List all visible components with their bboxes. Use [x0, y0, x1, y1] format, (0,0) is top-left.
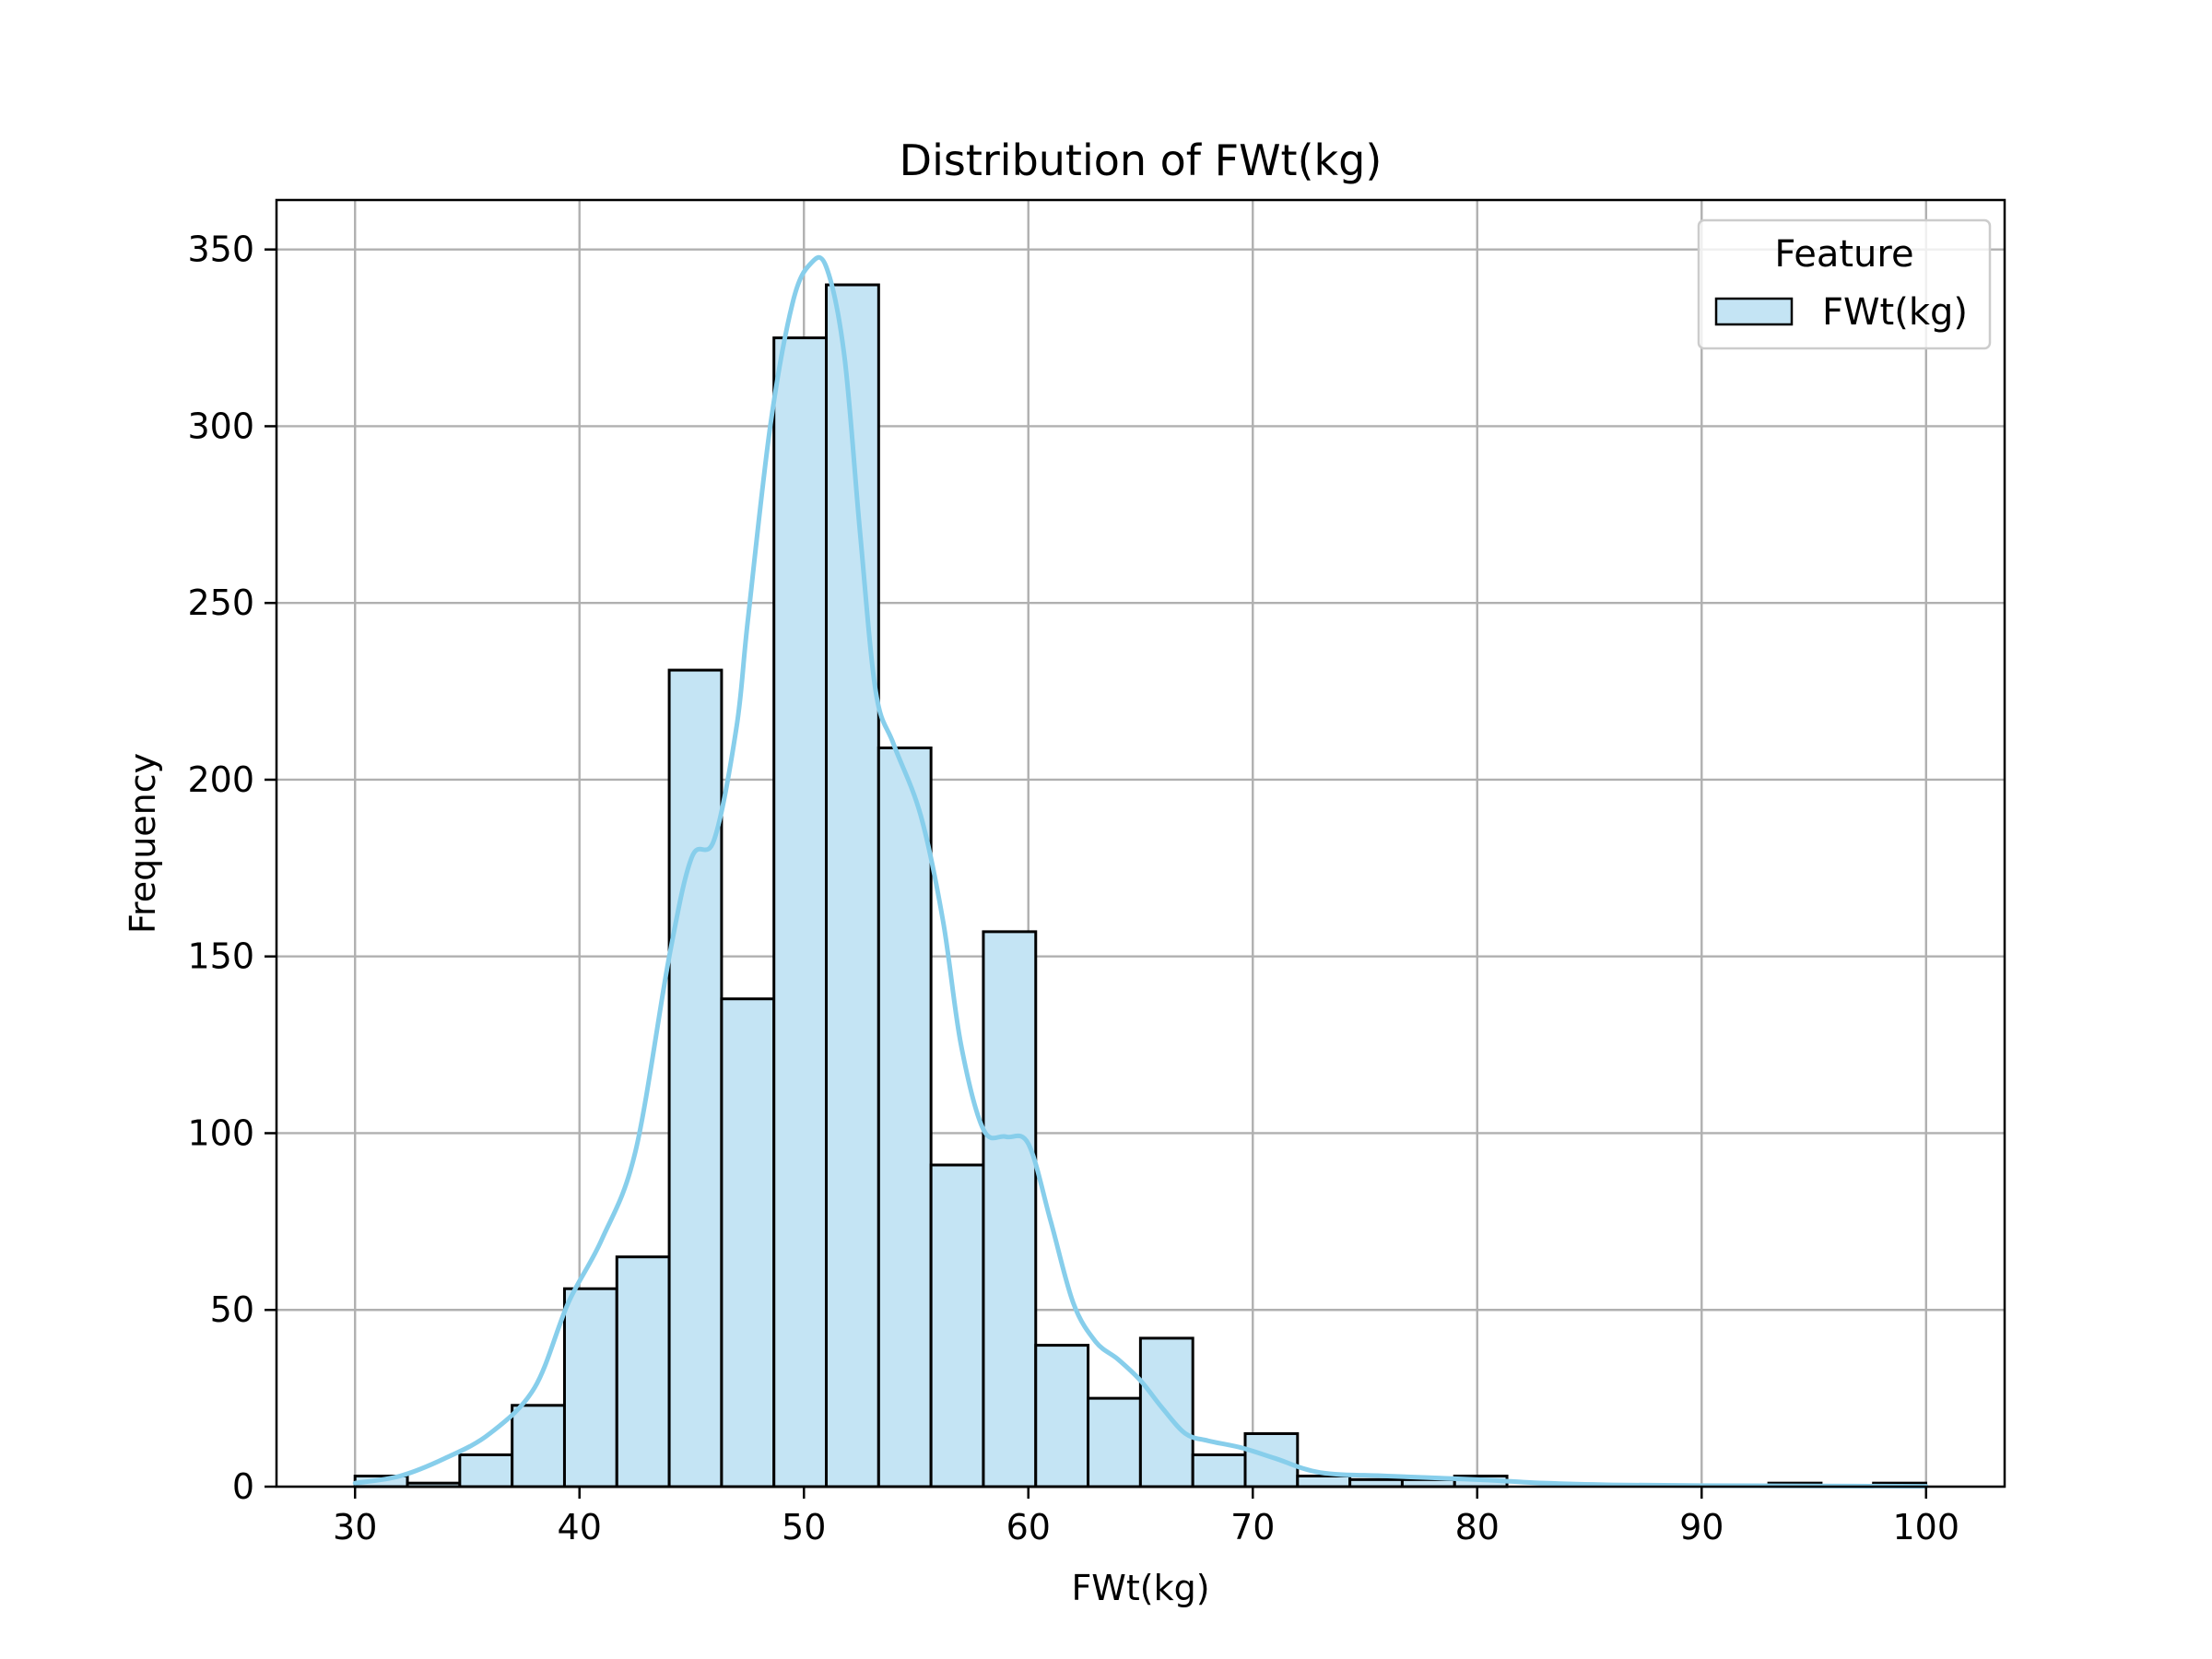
y-tick-label-0: 0 [232, 1466, 254, 1507]
x-tick-label-30: 30 [333, 1507, 377, 1547]
histogram-bar-18 [1296, 1474, 1352, 1488]
y-tick-label-150: 150 [187, 936, 254, 977]
histogram-bar-7 [720, 997, 776, 1488]
legend-swatch [1714, 297, 1794, 326]
histogram-bars [353, 283, 1928, 1488]
legend: Feature FWt(kg) [1697, 218, 1992, 350]
histogram-bar-11 [929, 1163, 985, 1488]
histogram-bar-2 [458, 1453, 514, 1488]
axes-frame [275, 198, 2006, 1488]
histogram-bar-3 [511, 1404, 566, 1488]
legend-title: Feature [1774, 233, 1913, 276]
x-tick-label-40: 40 [558, 1507, 602, 1547]
x-tick-label-70: 70 [1230, 1507, 1275, 1547]
x-tick-label-100: 100 [1893, 1507, 1960, 1547]
y-tick-label-250: 250 [187, 582, 254, 623]
histogram-bar-6 [667, 668, 724, 1488]
histogram-bar-8 [772, 336, 829, 1488]
kde-curve [352, 254, 1929, 1489]
histogram-bar-4 [562, 1287, 618, 1488]
histogram-bar-16 [1191, 1453, 1247, 1488]
y-tick-label-100: 100 [187, 1112, 254, 1153]
x-tick-label-50: 50 [782, 1507, 826, 1547]
histogram-bar-10 [877, 746, 933, 1488]
histogram-bar-17 [1243, 1431, 1300, 1488]
chart-title: Distribution of FWt(kg) [900, 135, 1382, 185]
histogram-bar-14 [1087, 1396, 1142, 1488]
kde-curve-group [352, 254, 1929, 1489]
y-tick-label-300: 300 [187, 406, 254, 446]
legend-entry-label: FWt(kg) [1822, 291, 1968, 334]
histogram-bar-12 [982, 930, 1038, 1488]
x-tick-label-90: 90 [1679, 1507, 1724, 1547]
axis-ticks: 30 40 50 60 70 80 90 100 0 50 100 150 200 250 300 350 [187, 229, 1959, 1547]
x-tick-label-60: 60 [1006, 1507, 1051, 1547]
x-tick-label-80: 80 [1455, 1507, 1500, 1547]
histogram-bar-5 [615, 1255, 671, 1488]
y-axis-label: Frequency [123, 753, 163, 934]
histogram-bar-13 [1034, 1344, 1090, 1488]
y-tick-label-50: 50 [210, 1289, 254, 1330]
y-tick-label-200: 200 [187, 759, 254, 800]
y-tick-label-350: 350 [187, 229, 254, 270]
x-axis-label: FWt(kg) [1071, 1568, 1209, 1608]
